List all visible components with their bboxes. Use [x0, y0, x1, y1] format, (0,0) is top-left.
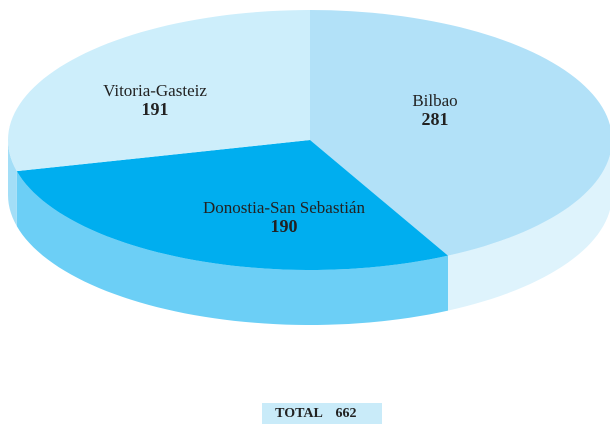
slice: [8, 10, 310, 172]
slice-label: Donostia-San Sebastián: [203, 198, 365, 217]
pie: [8, 10, 610, 325]
slice-side: [16, 171, 448, 325]
slice-value: 191: [142, 99, 169, 119]
slice-value: 190: [271, 216, 298, 236]
slice-side: [447, 154, 610, 311]
slice-label: Bilbao: [412, 91, 457, 110]
total-label: TOTAL: [275, 406, 323, 421]
total-value: 662: [336, 406, 357, 421]
slice-side: [8, 140, 17, 227]
slice-value: 281: [422, 109, 449, 129]
total-box: [262, 403, 382, 424]
slice: [310, 10, 610, 256]
slice-label: Vitoria-Gasteiz: [103, 81, 207, 100]
slice: [16, 140, 448, 270]
